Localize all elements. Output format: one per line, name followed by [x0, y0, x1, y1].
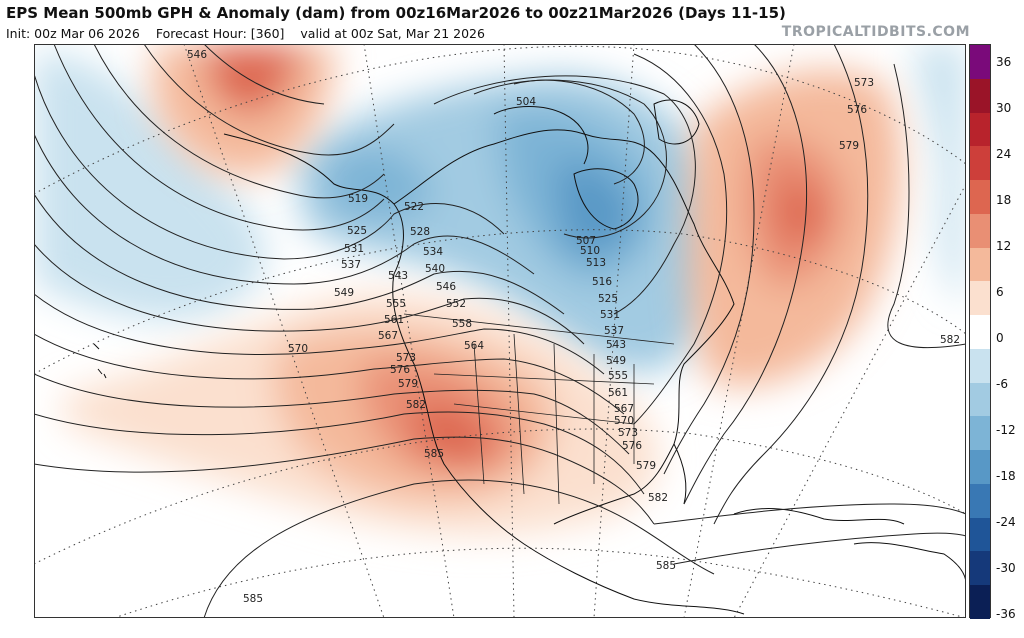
colorbar-segment [970, 78, 990, 113]
colorbar-segment [970, 247, 990, 282]
colorbar-segment [970, 45, 990, 80]
contour-label: 573 [396, 352, 416, 364]
contour-label: 540 [425, 263, 445, 275]
contour-label: 585 [424, 448, 444, 460]
colorbar-segment [970, 517, 990, 552]
colorbar-label: -12 [996, 423, 1016, 437]
contour-label: 516 [592, 276, 612, 288]
contour-label: 564 [464, 340, 484, 352]
contour-label: 543 [606, 339, 626, 351]
valid-time: valid at 00z Sat, Mar 21 2026 [300, 26, 485, 41]
contour-label: 582 [648, 492, 668, 504]
watermark: TROPICALTIDBITS.COM [781, 24, 970, 40]
contour-label: 543 [388, 270, 408, 282]
contour-label: 576 [847, 104, 867, 116]
colorbar-segment [970, 281, 990, 316]
contour-label: 570 [614, 415, 634, 427]
map-title: EPS Mean 500mb GPH & Anomaly (dam) from … [6, 4, 786, 22]
colorbar-label: 30 [996, 101, 1012, 115]
colorbar-label: -24 [996, 515, 1016, 529]
contour-label: 552 [446, 298, 466, 310]
colorbar-label: -36 [996, 607, 1016, 621]
colorbar-segment [970, 112, 990, 147]
contour-label: 561 [384, 314, 404, 326]
contour-label: 585 [243, 593, 263, 605]
contour-label: 573 [854, 77, 874, 89]
contour-label: 555 [386, 298, 406, 310]
contour-label: 546 [436, 281, 456, 293]
contour-label: 579 [398, 378, 418, 390]
colorbar-label: 24 [996, 147, 1012, 161]
contour-label: 549 [334, 287, 354, 299]
contour-label: 531 [344, 243, 364, 255]
colorbar-segment [970, 450, 990, 485]
contour-label: 525 [598, 293, 618, 305]
map-frame [34, 44, 966, 618]
colorbar-segment [970, 180, 990, 215]
contour-label: 546 [187, 49, 207, 61]
contour-label: 504 [516, 96, 536, 108]
anomaly-colorbar [969, 44, 991, 620]
contour-label: 555 [608, 370, 628, 382]
contour-label: 573 [618, 427, 638, 439]
contour-labels: 546 519 522 525 528 531 534 537 540 543 … [187, 49, 960, 605]
anomaly-map: 546 519 522 525 528 531 534 537 540 543 … [34, 44, 966, 618]
contour-label: 561 [608, 387, 628, 399]
contour-label: 585 [656, 560, 676, 572]
colorbar-segment [970, 483, 990, 519]
colorbar-segment [970, 146, 990, 181]
contour-label: 525 [347, 225, 367, 237]
contour-label: 576 [622, 440, 642, 452]
colorbar-label: -6 [996, 377, 1008, 391]
contour-label: 558 [452, 318, 472, 330]
negative-anomaly-field [34, 44, 966, 374]
colorbar-segment [970, 585, 990, 620]
contour-label: 549 [606, 355, 626, 367]
height-contours [34, 44, 966, 618]
colorbar-label: 0 [996, 331, 1004, 345]
contour-label: 534 [423, 246, 443, 258]
colorbar-segment [970, 551, 990, 586]
colorbar-segment [970, 382, 990, 417]
colorbar-label: -18 [996, 469, 1016, 483]
colorbar-label: 12 [996, 239, 1012, 253]
contour-label: 537 [341, 259, 361, 271]
colorbar-segment [970, 348, 990, 384]
contour-label: 579 [839, 140, 859, 152]
contour-label: 507 [576, 235, 596, 247]
colorbar-segment [970, 416, 990, 451]
forecast-hour: Forecast Hour: [360] [155, 26, 285, 41]
contour-label: 570 [288, 343, 308, 355]
contour-label: 537 [604, 325, 624, 337]
colorbar-label: -30 [996, 561, 1016, 575]
contour-label: 582 [940, 334, 960, 346]
contour-label: 582 [406, 399, 426, 411]
colorbar-segment [970, 315, 990, 350]
contour-label: 567 [378, 330, 398, 342]
init-time: Init: 00z Mar 06 2026 [6, 26, 140, 41]
contour-label: 576 [390, 364, 410, 376]
state-borders [403, 313, 675, 505]
colorbar-label: 6 [996, 285, 1004, 299]
coastlines [93, 99, 966, 615]
contour-label: 522 [404, 201, 424, 213]
colorbar-segment [970, 213, 990, 249]
contour-label: 579 [636, 460, 656, 472]
contour-label: 510 [580, 245, 600, 257]
colorbar-label: 36 [996, 55, 1012, 69]
map-subtitle: Init: 00z Mar 06 2026 Forecast Hour: [36… [6, 26, 497, 41]
contour-label: 519 [348, 193, 368, 205]
contour-label: 567 [614, 403, 634, 415]
contour-label: 531 [600, 309, 620, 321]
colorbar-label: 18 [996, 193, 1012, 207]
contour-label: 528 [410, 226, 430, 238]
contour-label: 513 [586, 257, 606, 269]
